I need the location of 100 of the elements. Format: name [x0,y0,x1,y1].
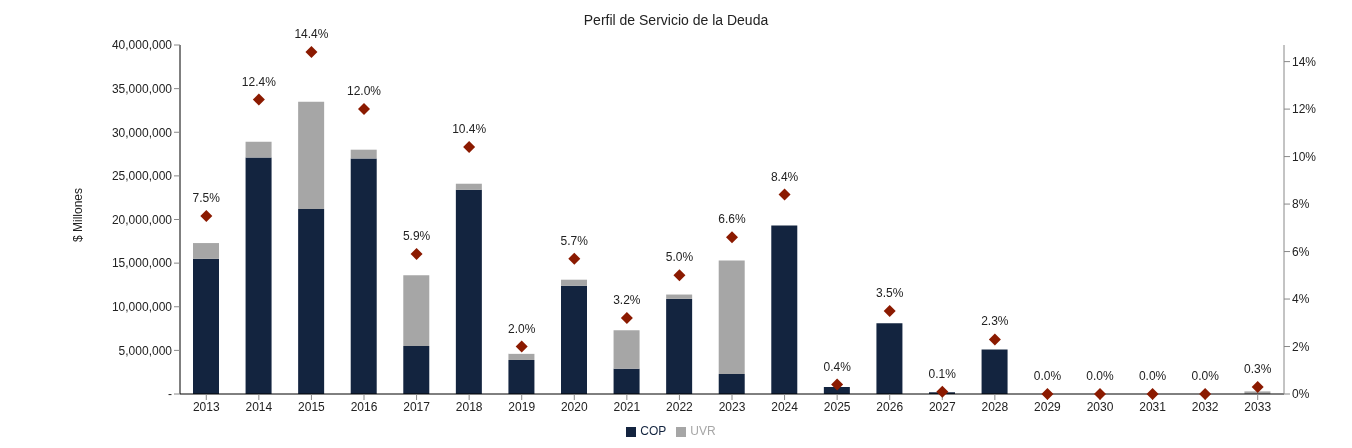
point [831,378,844,391]
bar [876,323,903,394]
y2-tick-label: 10% [1292,149,1317,164]
point [673,269,686,282]
y2-tick-label: 2% [1292,339,1310,354]
data-label: 10.4% [452,122,487,137]
y-tick-label: 25,000,000 [111,169,173,184]
point [620,312,633,325]
y-tick-label: 40,000,000 [111,38,173,53]
bar [455,183,482,190]
y-tick-label: 10,000,000 [111,300,173,315]
point [463,141,476,154]
bar [718,260,745,374]
bar [771,225,798,394]
bar [508,353,535,360]
bar [561,285,587,394]
x-tick-label: 2024 [771,399,799,414]
data-label: 12.0% [346,84,382,99]
point [778,188,791,201]
bar [403,275,430,347]
bar [298,101,325,210]
x-tick-label: 2030 [1086,399,1114,414]
bar [455,189,482,394]
y2-tick-label: 14% [1292,54,1317,69]
data-label: 7.5% [192,190,221,205]
x-tick-label: 2029 [1034,399,1062,414]
point [883,304,896,317]
legend-label: UVR [690,424,716,438]
point [305,46,318,59]
bar [561,279,587,286]
data-label: 0.4% [823,359,852,374]
point [988,333,1001,346]
point [358,103,370,116]
point [936,385,949,398]
x-tick-label: 2033 [1244,399,1272,414]
bar [245,141,272,158]
data-label: 2.0% [508,321,536,336]
bar [666,294,693,299]
y-tick-label: 5,000,000 [118,343,173,358]
x-tick-label: 2013 [192,399,220,414]
point [252,93,265,106]
bar [350,158,377,394]
bar [298,209,325,394]
bar [193,258,219,394]
data-label: 0.3% [1244,361,1272,376]
x-tick-label: 2021 [613,399,641,414]
x-tick-label: 2014 [245,399,273,414]
y2-tick-label: 0% [1292,387,1310,402]
point [515,340,528,353]
data-label: 14.4% [294,27,329,42]
data-label: 0.0% [1138,369,1167,383]
point [568,252,581,265]
bar [981,349,1008,394]
x-tick-label: 2016 [350,399,378,414]
data-label: 3.5% [876,285,904,300]
data-label: 0.1% [928,366,957,381]
x-tick-label: 2025 [823,399,851,414]
y-tick-label: 30,000,000 [111,125,173,140]
data-label: 8.4% [770,169,799,184]
y-axis-title: $ Millones [71,187,85,244]
bar [666,298,693,394]
bar [403,346,430,394]
bar [193,243,219,259]
point [410,247,423,260]
x-tick-label: 2032 [1191,399,1219,414]
y-tick-label: 15,000,000 [111,256,173,271]
x-tick-label: 2026 [876,399,904,414]
data-label: 0.0% [1033,369,1062,383]
x-tick-label: 2020 [560,399,588,414]
point [1146,388,1159,400]
x-tick-label: 2031 [1139,399,1167,414]
x-tick-label: 2018 [455,399,483,414]
y-tick-label: 35,000,000 [111,81,173,96]
y2-tick-label: 12% [1292,102,1317,117]
data-label: 5.9% [402,228,431,243]
data-label: 5.7% [560,233,589,248]
y-tick-label: 20,000,000 [111,212,173,227]
point [1199,388,1212,400]
bar [508,359,535,394]
bar [613,330,640,369]
data-label: 6.6% [718,212,746,227]
data-label: 12.4% [241,74,277,89]
point [200,209,213,222]
point [1041,388,1054,400]
data-label: 0.0% [1086,369,1114,383]
point [1094,388,1106,400]
x-tick-label: 2022 [666,399,694,414]
legend-label: COP [640,424,667,438]
point [1251,380,1264,393]
y2-tick-label: 8% [1292,197,1310,212]
x-tick-label: 2023 [718,399,746,414]
bar [613,368,640,394]
x-tick-label: 2017 [403,399,431,414]
y2-tick-label: 4% [1292,292,1310,307]
x-tick-label: 2015 [298,399,326,414]
bar [350,149,377,159]
bar [718,373,745,394]
data-label: 3.2% [613,293,641,308]
data-label: 0.0% [1191,369,1220,383]
x-tick-label: 2028 [981,399,1009,414]
